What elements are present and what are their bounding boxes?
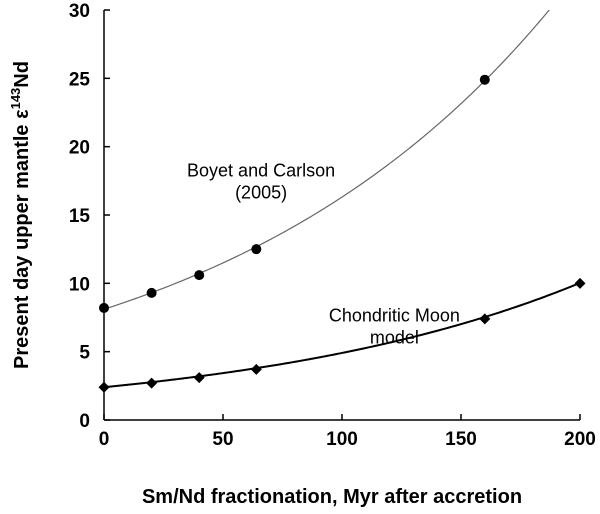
- annotation-1: Boyet and Carlson (2005): [187, 161, 335, 203]
- y-axis-title-prefix: Present day upper mantle: [11, 119, 33, 369]
- annotation-line: Boyet and Carlson: [187, 161, 335, 181]
- plot-lines: [104, 10, 580, 389]
- y-axis-title-sup: 143: [8, 88, 23, 110]
- plot-marks: [98, 74, 586, 393]
- annotation-line: model: [370, 328, 419, 348]
- series-2-point: [479, 313, 491, 325]
- x-tick-label: 100: [326, 429, 358, 450]
- series-1-point: [146, 287, 157, 298]
- x-ticks: 0 50 100 150 200: [99, 414, 596, 450]
- y-axis-title-suffix: Nd: [11, 61, 33, 88]
- x-tick-label: 150: [445, 429, 477, 450]
- annotation-line: Chondritic Moon: [329, 306, 460, 326]
- axes: [103, 10, 580, 421]
- annotation-2: Chondritic Moon model: [329, 306, 460, 348]
- series-2-fit-line: [104, 282, 580, 389]
- annotations: Boyet and Carlson (2005) Chondritic Moon mo…: [187, 161, 460, 348]
- y-tick-label: 15: [69, 206, 91, 227]
- x-axis-title: Sm/Nd fractionation, Myr after accretion: [142, 486, 522, 508]
- y-axis-title: Present day upper mantle ε143Nd: [8, 61, 33, 369]
- y-axis-title-epsilon: ε: [11, 109, 33, 119]
- y-tick-label: 0: [79, 411, 90, 432]
- y-tick-label: 20: [69, 138, 90, 159]
- annotation-line: (2005): [235, 183, 287, 203]
- series-2-point: [193, 372, 205, 384]
- series-1-point: [479, 74, 490, 85]
- x-tick-label: 200: [564, 429, 596, 450]
- y-tick-label: 10: [69, 274, 90, 295]
- series-2-point: [574, 277, 586, 289]
- y-ticks: 0 5 10 15 20 25 30: [69, 1, 110, 432]
- y-tick-label: 30: [69, 1, 90, 22]
- x-tick-label: 0: [99, 429, 110, 450]
- series-1-point: [194, 270, 205, 281]
- series-2-point: [146, 377, 158, 389]
- y-tick-label: 5: [79, 343, 90, 364]
- x-tick-label: 50: [212, 429, 233, 450]
- series-2-point: [250, 363, 262, 375]
- series-1-fit-line: [104, 10, 550, 310]
- series-1-point: [251, 244, 262, 255]
- y-tick-label: 25: [69, 69, 91, 90]
